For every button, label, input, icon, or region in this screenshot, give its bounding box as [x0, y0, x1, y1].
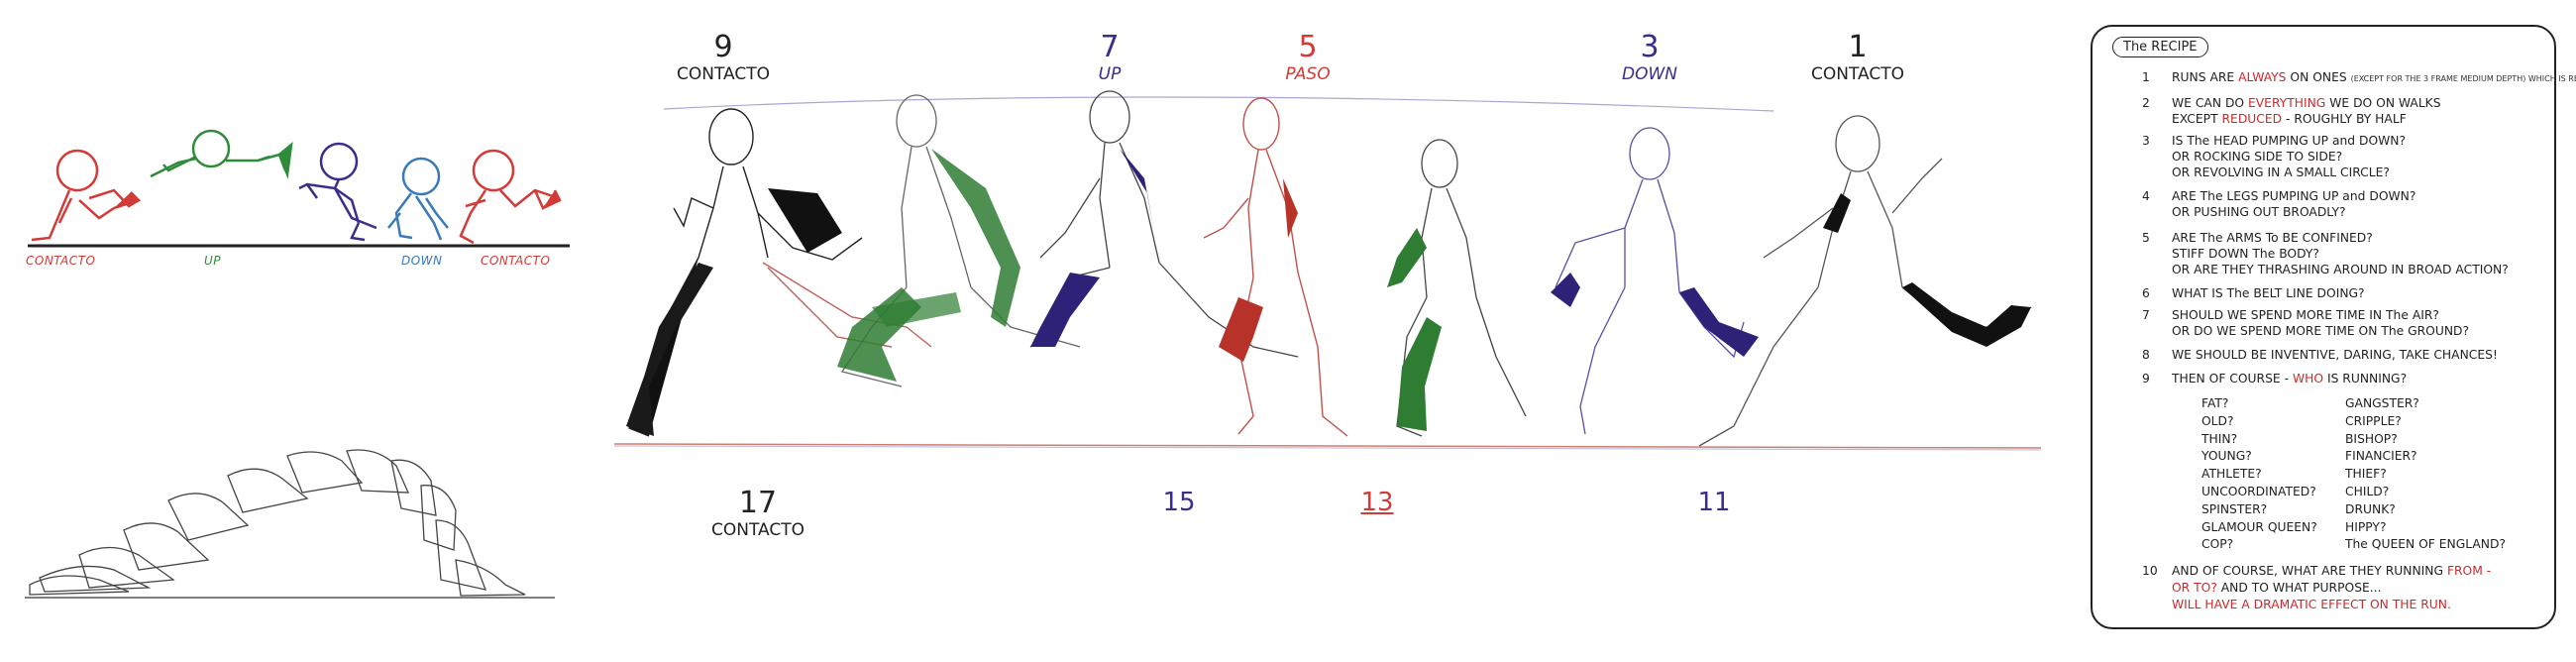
main-run-cycle: 9 CONTACTO 7 UP 5 PASO 3 DOWN 1 CONTACTO…: [604, 30, 2051, 545]
who-list-left: FAT? OLD? THIN? YOUNG? ATHLETE? UNCOORDI…: [2201, 395, 2317, 554]
frame-word-1: CONTACTO: [1811, 64, 1904, 84]
mini-label-contacto-1: CONTACTO: [26, 254, 96, 268]
mini-figure-up: [150, 129, 293, 179]
who-item: COP?: [2201, 537, 2234, 552]
who-item: DRUNK?: [2345, 501, 2396, 516]
mini-label-contacto-2: CONTACTO: [481, 254, 551, 268]
mini-figure-down-1: [298, 142, 377, 242]
frame-num-7: 7: [1100, 30, 1120, 64]
who-item: GLAMOUR QUEEN?: [2201, 519, 2317, 534]
ground-line: [613, 443, 2042, 449]
mini-figure-contact-1: [31, 149, 142, 242]
run-cycle-figures: [613, 90, 2042, 451]
recipe-title: The RECIPE: [2112, 37, 2208, 57]
frame-num-9: 9: [713, 30, 733, 64]
mini-run-figures: [28, 129, 570, 248]
figure-8-arm-green: [931, 149, 1020, 327]
who-item: GANGSTER?: [2345, 396, 2419, 410]
who-item: OLD?: [2201, 413, 2234, 428]
figure-5-leg-red: [1219, 297, 1263, 362]
who-item: YOUNG?: [2201, 449, 2252, 464]
figure-3-hand-purple: [1551, 273, 1580, 307]
recipe-card: The RECIPE 1 RUNS ARE ALWAYS ON ONES (EX…: [2091, 25, 2576, 629]
who-item: THIN?: [2201, 431, 2238, 446]
who-item: FAT?: [2201, 396, 2229, 410]
figure-3-leg-purple: [1679, 287, 1759, 357]
figure-4-leg-green: [1397, 317, 1442, 431]
head-arc-line: [663, 96, 1774, 112]
frame-word-9: CONTACTO: [677, 64, 770, 84]
who-item: BISHOP?: [2345, 431, 2398, 446]
figure-9-arm-shadow: [768, 188, 842, 253]
mini-figure-down-2: [387, 157, 449, 241]
frame-label-1: 1 CONTACTO: [1798, 30, 1917, 84]
who-item: The QUEEN OF ENGLAND?: [2345, 537, 2507, 552]
frame-label-7: 7 UP: [1050, 30, 1169, 84]
frame-word-5: PASO: [1285, 64, 1331, 84]
who-item: CRIPPLE?: [2345, 413, 2402, 428]
who-item: THIEF?: [2345, 467, 2387, 482]
frame-word-3: DOWN: [1622, 64, 1677, 84]
mini-figure-contact-2: [459, 149, 562, 245]
who-item: FINANCIER?: [2345, 449, 2417, 464]
who-item: ATHLETE?: [2201, 467, 2262, 482]
figure-1-leg-shadow: [1902, 282, 2031, 347]
frame-num-3: 3: [1640, 30, 1660, 64]
figure-9-leg-shadow: [626, 263, 713, 436]
frame-num-1: 1: [1848, 30, 1868, 64]
frame-word-7: UP: [1098, 64, 1122, 84]
frame-num-15: 15: [1162, 488, 1196, 517]
frame-num-11: 11: [1697, 488, 1731, 517]
who-item: HIPPY?: [2345, 519, 2387, 534]
frame-label-3: 3 DOWN: [1590, 30, 1709, 84]
foot-arc-drawing: [25, 449, 555, 599]
mini-label-down: DOWN: [401, 254, 443, 268]
frame-label-17: 17 CONTACTO: [698, 486, 817, 540]
figure-1-contacto: [1698, 115, 2032, 447]
figure-5-paso: [1203, 97, 1348, 437]
figure-7-leg-purple: [1030, 273, 1100, 347]
who-list-right: GANGSTER? CRIPPLE? BISHOP? FINANCIER? TH…: [2345, 395, 2506, 554]
mini-label-up: UP: [204, 254, 222, 268]
who-item: SPINSTER?: [2201, 501, 2268, 516]
who-item: CHILD?: [2345, 484, 2390, 498]
figure-3-down: [1555, 127, 1745, 435]
foot-arc-sketch: [20, 421, 560, 609]
frame-num-17: 17: [738, 486, 778, 520]
frame-num-13: 13: [1360, 488, 1394, 517]
frame-label-5: 5 PASO: [1248, 30, 1367, 84]
frame-word-17: CONTACTO: [711, 520, 805, 540]
figure-9-contacto: [628, 108, 932, 437]
frame-num-5: 5: [1298, 30, 1318, 64]
frame-label-9: 9 CONTACTO: [664, 30, 783, 84]
mini-run-strip: CONTACTO UP DOWN CONTACTO: [20, 119, 575, 277]
who-item: UNCOORDINATED?: [2201, 484, 2316, 498]
